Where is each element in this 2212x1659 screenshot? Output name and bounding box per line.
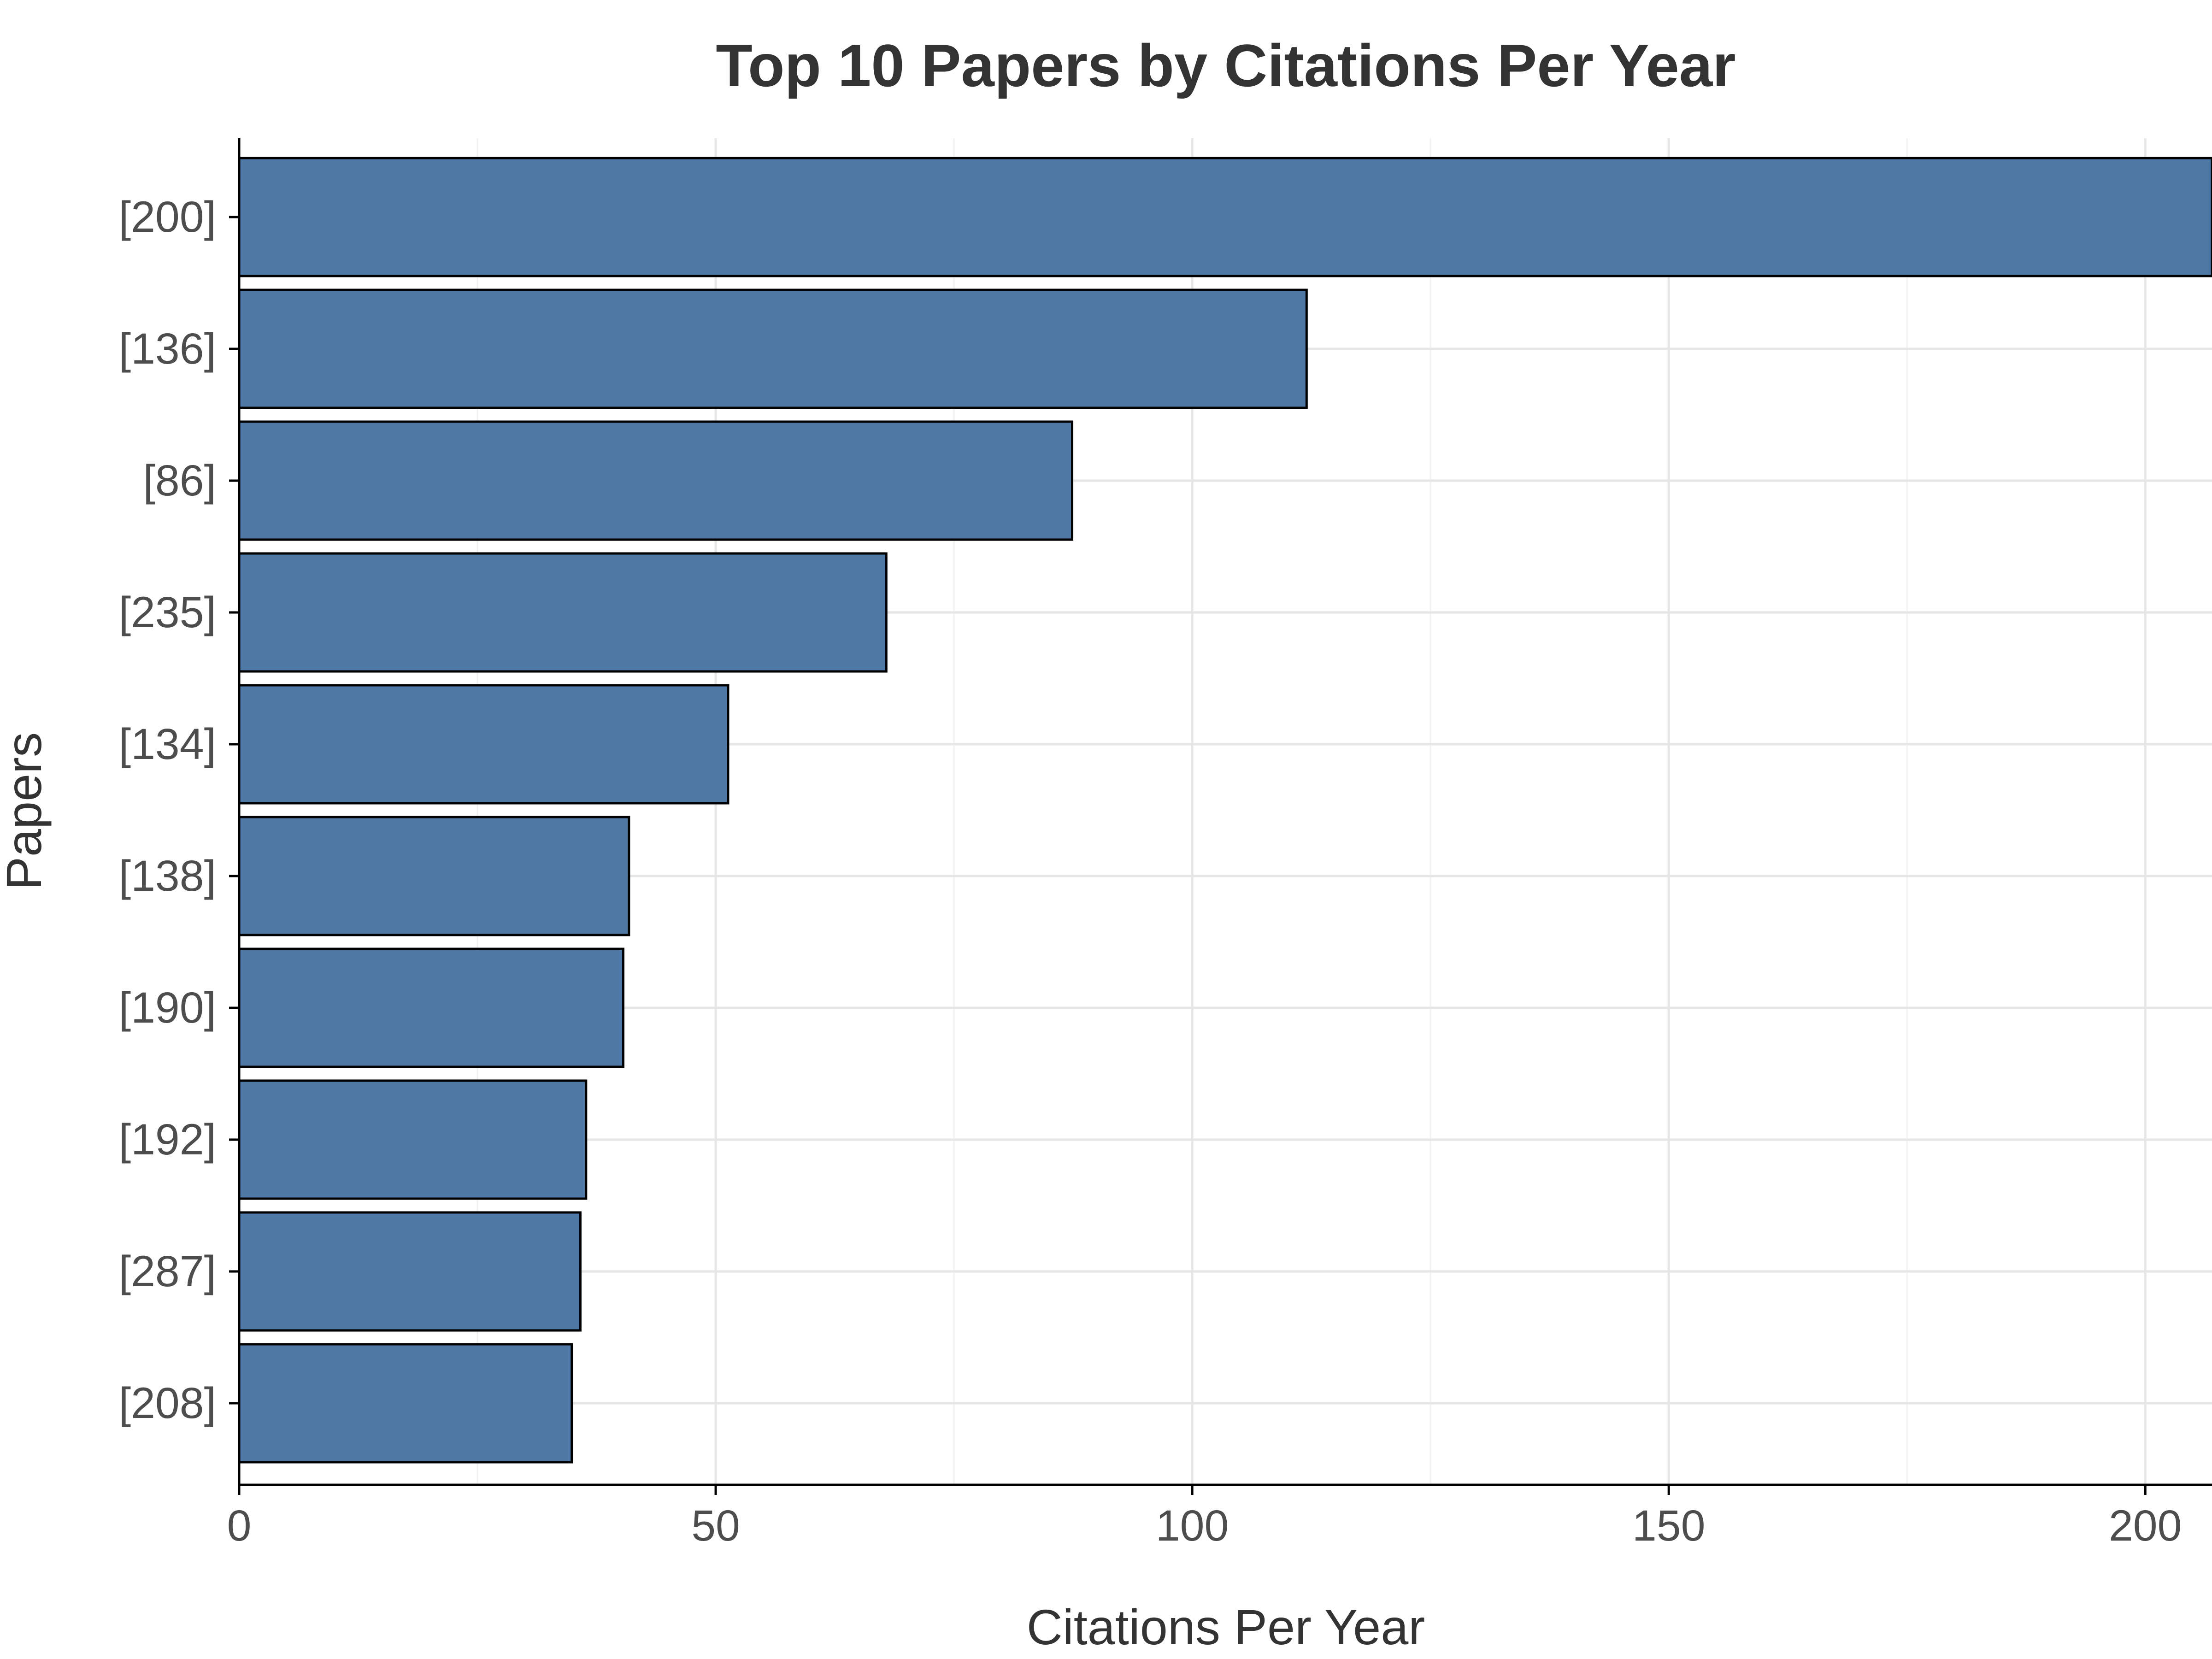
bar bbox=[238, 420, 1074, 541]
y-tick-label: [235] bbox=[119, 588, 216, 637]
y-tick-label: [136] bbox=[119, 324, 216, 373]
bars bbox=[238, 157, 2212, 1464]
bar bbox=[238, 1343, 573, 1464]
y-tick-label: [134] bbox=[119, 720, 216, 769]
x-tick-label: 50 bbox=[691, 1501, 740, 1550]
y-tick-label: [138] bbox=[119, 852, 216, 900]
bar bbox=[238, 1079, 588, 1200]
bar bbox=[238, 1211, 582, 1332]
x-tick-label: 100 bbox=[1156, 1501, 1229, 1550]
y-tick-label: [200] bbox=[119, 193, 216, 241]
bar bbox=[238, 288, 1308, 409]
y-tick-label: [86] bbox=[143, 456, 216, 505]
x-axis-title: Citations Per Year bbox=[1027, 1599, 1425, 1655]
x-tick-label: 200 bbox=[2109, 1501, 2182, 1550]
bar bbox=[238, 157, 2212, 277]
axes bbox=[238, 138, 2212, 1486]
y-tick-label: [208] bbox=[119, 1379, 216, 1428]
x-tick-label: 0 bbox=[227, 1501, 252, 1550]
chart-title: Top 10 Papers by Citations Per Year bbox=[716, 32, 1735, 99]
y-axis-title: Papers bbox=[0, 732, 52, 890]
y-tick-label: [287] bbox=[119, 1247, 216, 1296]
ticks: [200] [136] [86] [235] [134] [138] [190] [192] [… bbox=[119, 193, 2182, 1550]
bar bbox=[238, 552, 888, 673]
bar bbox=[238, 816, 630, 936]
bar bbox=[238, 684, 729, 805]
y-tick-label: [190] bbox=[119, 983, 216, 1032]
x-tick-label: 150 bbox=[1632, 1501, 1706, 1550]
y-tick-label: [192] bbox=[119, 1115, 216, 1164]
bar bbox=[238, 947, 624, 1068]
